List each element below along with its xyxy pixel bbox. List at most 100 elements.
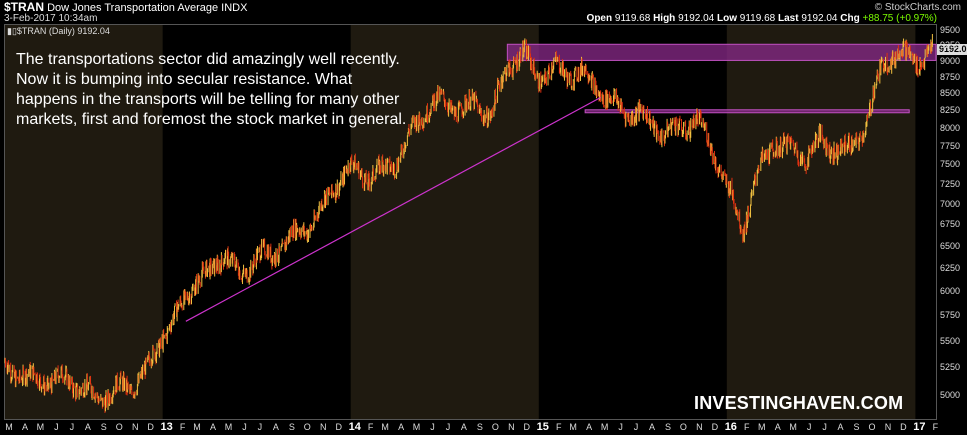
x-tick-label: 17 — [913, 421, 926, 433]
x-tick-label: A — [398, 422, 405, 432]
x-tick-label: D — [147, 422, 154, 432]
open-value: 9119.68 — [614, 13, 651, 24]
y-tick-label: 9500 — [940, 24, 961, 35]
open-label: Open — [586, 13, 613, 24]
y-tick-label: 5500 — [940, 335, 961, 346]
y-tick-label: 7750 — [940, 140, 961, 151]
x-tick-label: S — [664, 422, 671, 432]
y-tick-label: 7500 — [940, 159, 961, 170]
series-legend: ▮▯$TRAN (Daily) 9192.04 — [7, 26, 110, 36]
x-tick-label: J — [69, 422, 75, 432]
x-tick-label: A — [648, 422, 655, 432]
y-tick-label: 7250 — [940, 178, 961, 189]
high-value: 9192.04 — [678, 13, 715, 24]
index-name: Dow Jones Transportation Average — [47, 2, 219, 14]
y-tick-label: 8000 — [940, 122, 961, 133]
y-tick-label: 5750 — [940, 310, 961, 321]
chart-header: $TRAN Dow Jones Transportation Average I… — [4, 0, 247, 14]
x-tick-label: D — [523, 422, 531, 432]
y-tick-label: 8750 — [940, 71, 961, 82]
year-shade — [350, 25, 539, 419]
x-tick-label: F — [367, 422, 374, 432]
ohlc-readout: Open 9119.68 High 9192.04 Low 9119.68 La… — [587, 13, 937, 24]
x-tick-label: J — [430, 422, 435, 432]
x-tick-label: M — [36, 422, 45, 432]
x-tick-label: N — [320, 422, 327, 432]
x-tick-label: A — [272, 422, 279, 432]
chg-label: Chg — [840, 13, 860, 24]
x-tick-label: F — [179, 422, 186, 432]
x-tick-label: A — [774, 422, 781, 432]
x-tick-label: F — [744, 422, 750, 432]
x-tick-label: 16 — [724, 421, 737, 433]
x-tick-label: S — [476, 422, 483, 432]
x-tick-label: A — [21, 422, 28, 432]
y-tick-label: 5250 — [940, 362, 961, 373]
chart-date: 3-Feb-2017 10:34am — [4, 13, 98, 24]
resistance-zone — [584, 109, 910, 114]
x-tick-label: J — [633, 422, 639, 432]
x-tick-label: J — [242, 422, 247, 432]
x-tick-label: D — [335, 422, 342, 432]
brand[interactable]: © StockCharts.com — [874, 2, 961, 13]
year-shade — [5, 25, 163, 419]
x-tick-label: M — [412, 422, 421, 432]
x-tick-label: N — [696, 422, 703, 432]
annotation-text: The transportations sector did amazingly… — [16, 51, 407, 128]
x-tick-label: M — [193, 422, 201, 432]
x-tick-label: A — [837, 422, 844, 432]
y-tick-label: 7000 — [940, 198, 961, 209]
x-tick-label: O — [679, 422, 687, 432]
y-tick-label: 8500 — [940, 88, 961, 99]
exchange: INDX — [221, 2, 248, 14]
y-tick-label: 6000 — [940, 286, 961, 297]
x-tick-label: A — [84, 422, 91, 432]
x-tick-label: A — [210, 422, 217, 432]
symbol: $TRAN — [4, 0, 45, 14]
x-tick-label: M — [5, 422, 13, 432]
y-tick-label: 8250 — [940, 105, 961, 116]
x-tick-label: O — [491, 422, 499, 432]
y-tick-label: 9000 — [940, 55, 961, 66]
low-label: Low — [717, 13, 738, 24]
last-value-marker: 9192.0 — [937, 43, 967, 55]
x-tick-label: 13 — [160, 421, 173, 433]
x-tick-label: F — [555, 422, 562, 432]
x-tick-label: M — [224, 422, 233, 432]
support-trendline — [185, 97, 601, 322]
x-tick-label: A — [460, 422, 467, 432]
x-tick-label: J — [618, 422, 623, 432]
resistance-zone — [506, 43, 937, 61]
year-shade — [726, 25, 916, 419]
x-tick-label: 14 — [348, 421, 361, 433]
price-panel — [4, 24, 937, 420]
x-tick-label: O — [115, 422, 123, 432]
last-label: Last — [777, 13, 799, 24]
last-value: 9192.04 — [801, 13, 838, 24]
x-tick-label: N — [131, 422, 139, 432]
high-label: High — [653, 13, 676, 24]
watermark: INVESTINGHAVEN.COM — [694, 393, 904, 413]
x-tick-label: S — [288, 422, 295, 432]
x-tick-label: O — [868, 422, 876, 432]
x-tick-label: A — [586, 422, 593, 432]
x-tick-label: M — [789, 422, 797, 432]
x-tick-label: M — [757, 422, 766, 432]
x-tick-label: S — [853, 422, 860, 432]
y-tick-label: 9250 — [940, 40, 961, 51]
x-tick-label: J — [806, 422, 812, 432]
x-tick-label: 15 — [536, 421, 549, 433]
x-tick-label: M — [600, 422, 609, 432]
y-tick-label: 6500 — [940, 240, 961, 251]
low-value: 9119.68 — [739, 13, 776, 24]
x-tick-label: M — [569, 422, 577, 432]
x-tick-label: D — [711, 422, 719, 432]
x-tick-label: O — [303, 422, 311, 432]
x-tick-label: N — [508, 422, 515, 432]
y-tick-label: 6250 — [940, 262, 961, 273]
x-tick-label: F — [932, 422, 939, 432]
y-tick-label: 5000 — [940, 389, 961, 400]
x-tick-label: D — [900, 422, 907, 432]
x-tick-label: N — [884, 422, 892, 432]
